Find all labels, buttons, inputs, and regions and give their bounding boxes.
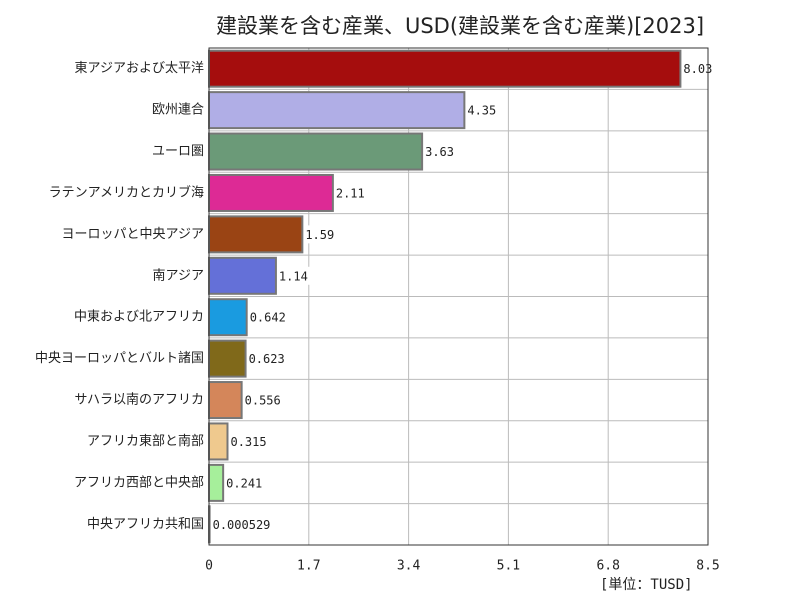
value-label-bg [225,473,267,492]
value-label: 0.241 [226,476,262,490]
value-label: 3.63 [425,145,454,159]
grid-layer [209,48,708,545]
x-tick-layer: 0 1.7 3.4 5.1 6.8 8.5 [205,559,720,574]
value-label: 0.000529 [213,518,271,532]
bar [208,422,229,461]
bar [208,173,334,212]
bar [208,91,466,130]
value-label-bg [211,515,275,534]
value-label-bg [229,432,271,451]
value-label: 2.11 [336,186,365,200]
value-label: 4.35 [467,104,496,118]
x-tick-label: 6.8 [596,559,619,574]
bar [208,298,248,337]
category-label: 中央アフリカ共和国 [87,517,204,532]
x-tick-label: 1.7 [297,559,320,574]
x-tick-label: 5.1 [497,559,520,574]
category-label: 中央ヨーロッパとバルト諸国 [35,350,204,366]
category-label: アフリカ西部と中央部 [74,475,204,490]
category-label: ユーロ圏 [152,144,204,159]
category-label: 東アジアおよび太平洋 [75,60,204,76]
value-label-bg [466,101,500,120]
x-tick-label: 0 [205,559,213,574]
category-label: ラテンアメリカとカリブ海 [49,184,204,200]
value-label: 0.315 [230,435,266,449]
category-label: 中東および北アフリカ [74,309,204,325]
value-label-layer: 8.03 4.35 3.63 2.11 1.59 1.14 0.642 0.623 0.556 0… [211,59,717,534]
bar [208,256,277,295]
value-label-bg [247,349,289,368]
bar-layer [208,49,682,544]
bar [208,381,243,420]
value-label-bg [248,308,290,327]
value-label-bg [334,183,369,202]
value-label-bg [424,142,458,161]
category-label: アフリカ東部と南部 [87,433,204,449]
plot-frame [208,47,709,546]
bar [208,215,304,254]
bar [208,463,225,502]
unit-label: [単位：TUSD] [600,577,693,593]
x-tick-label: 3.4 [397,559,421,574]
bar [208,49,682,88]
value-label-bg [243,391,285,410]
category-label: 欧州連合 [152,103,204,118]
value-label: 0.623 [249,352,285,366]
chart-title: 建設業を含む産業、USD(建設業を含む産業)[2023] [215,14,705,38]
value-label: 0.556 [245,394,281,408]
value-label-bg [277,266,312,285]
category-label: ヨーロッパと中央アジア [62,227,204,242]
value-label: 8.03 [683,62,712,76]
category-label-layer: 東アジアおよび太平洋欧州連合ユーロ圏ラテンアメリカとカリブ海ヨーロッパと中央アジ… [35,60,204,532]
value-label: 1.59 [305,228,334,242]
bar [208,339,247,378]
value-label-bg [304,225,338,244]
value-label: 1.14 [279,269,308,283]
category-label: サハラ以南のアフリカ [75,392,204,408]
x-tick-label: 8.5 [696,559,719,574]
bar [208,132,424,171]
category-label: 南アジア [153,267,204,283]
value-label: 0.642 [250,311,286,325]
